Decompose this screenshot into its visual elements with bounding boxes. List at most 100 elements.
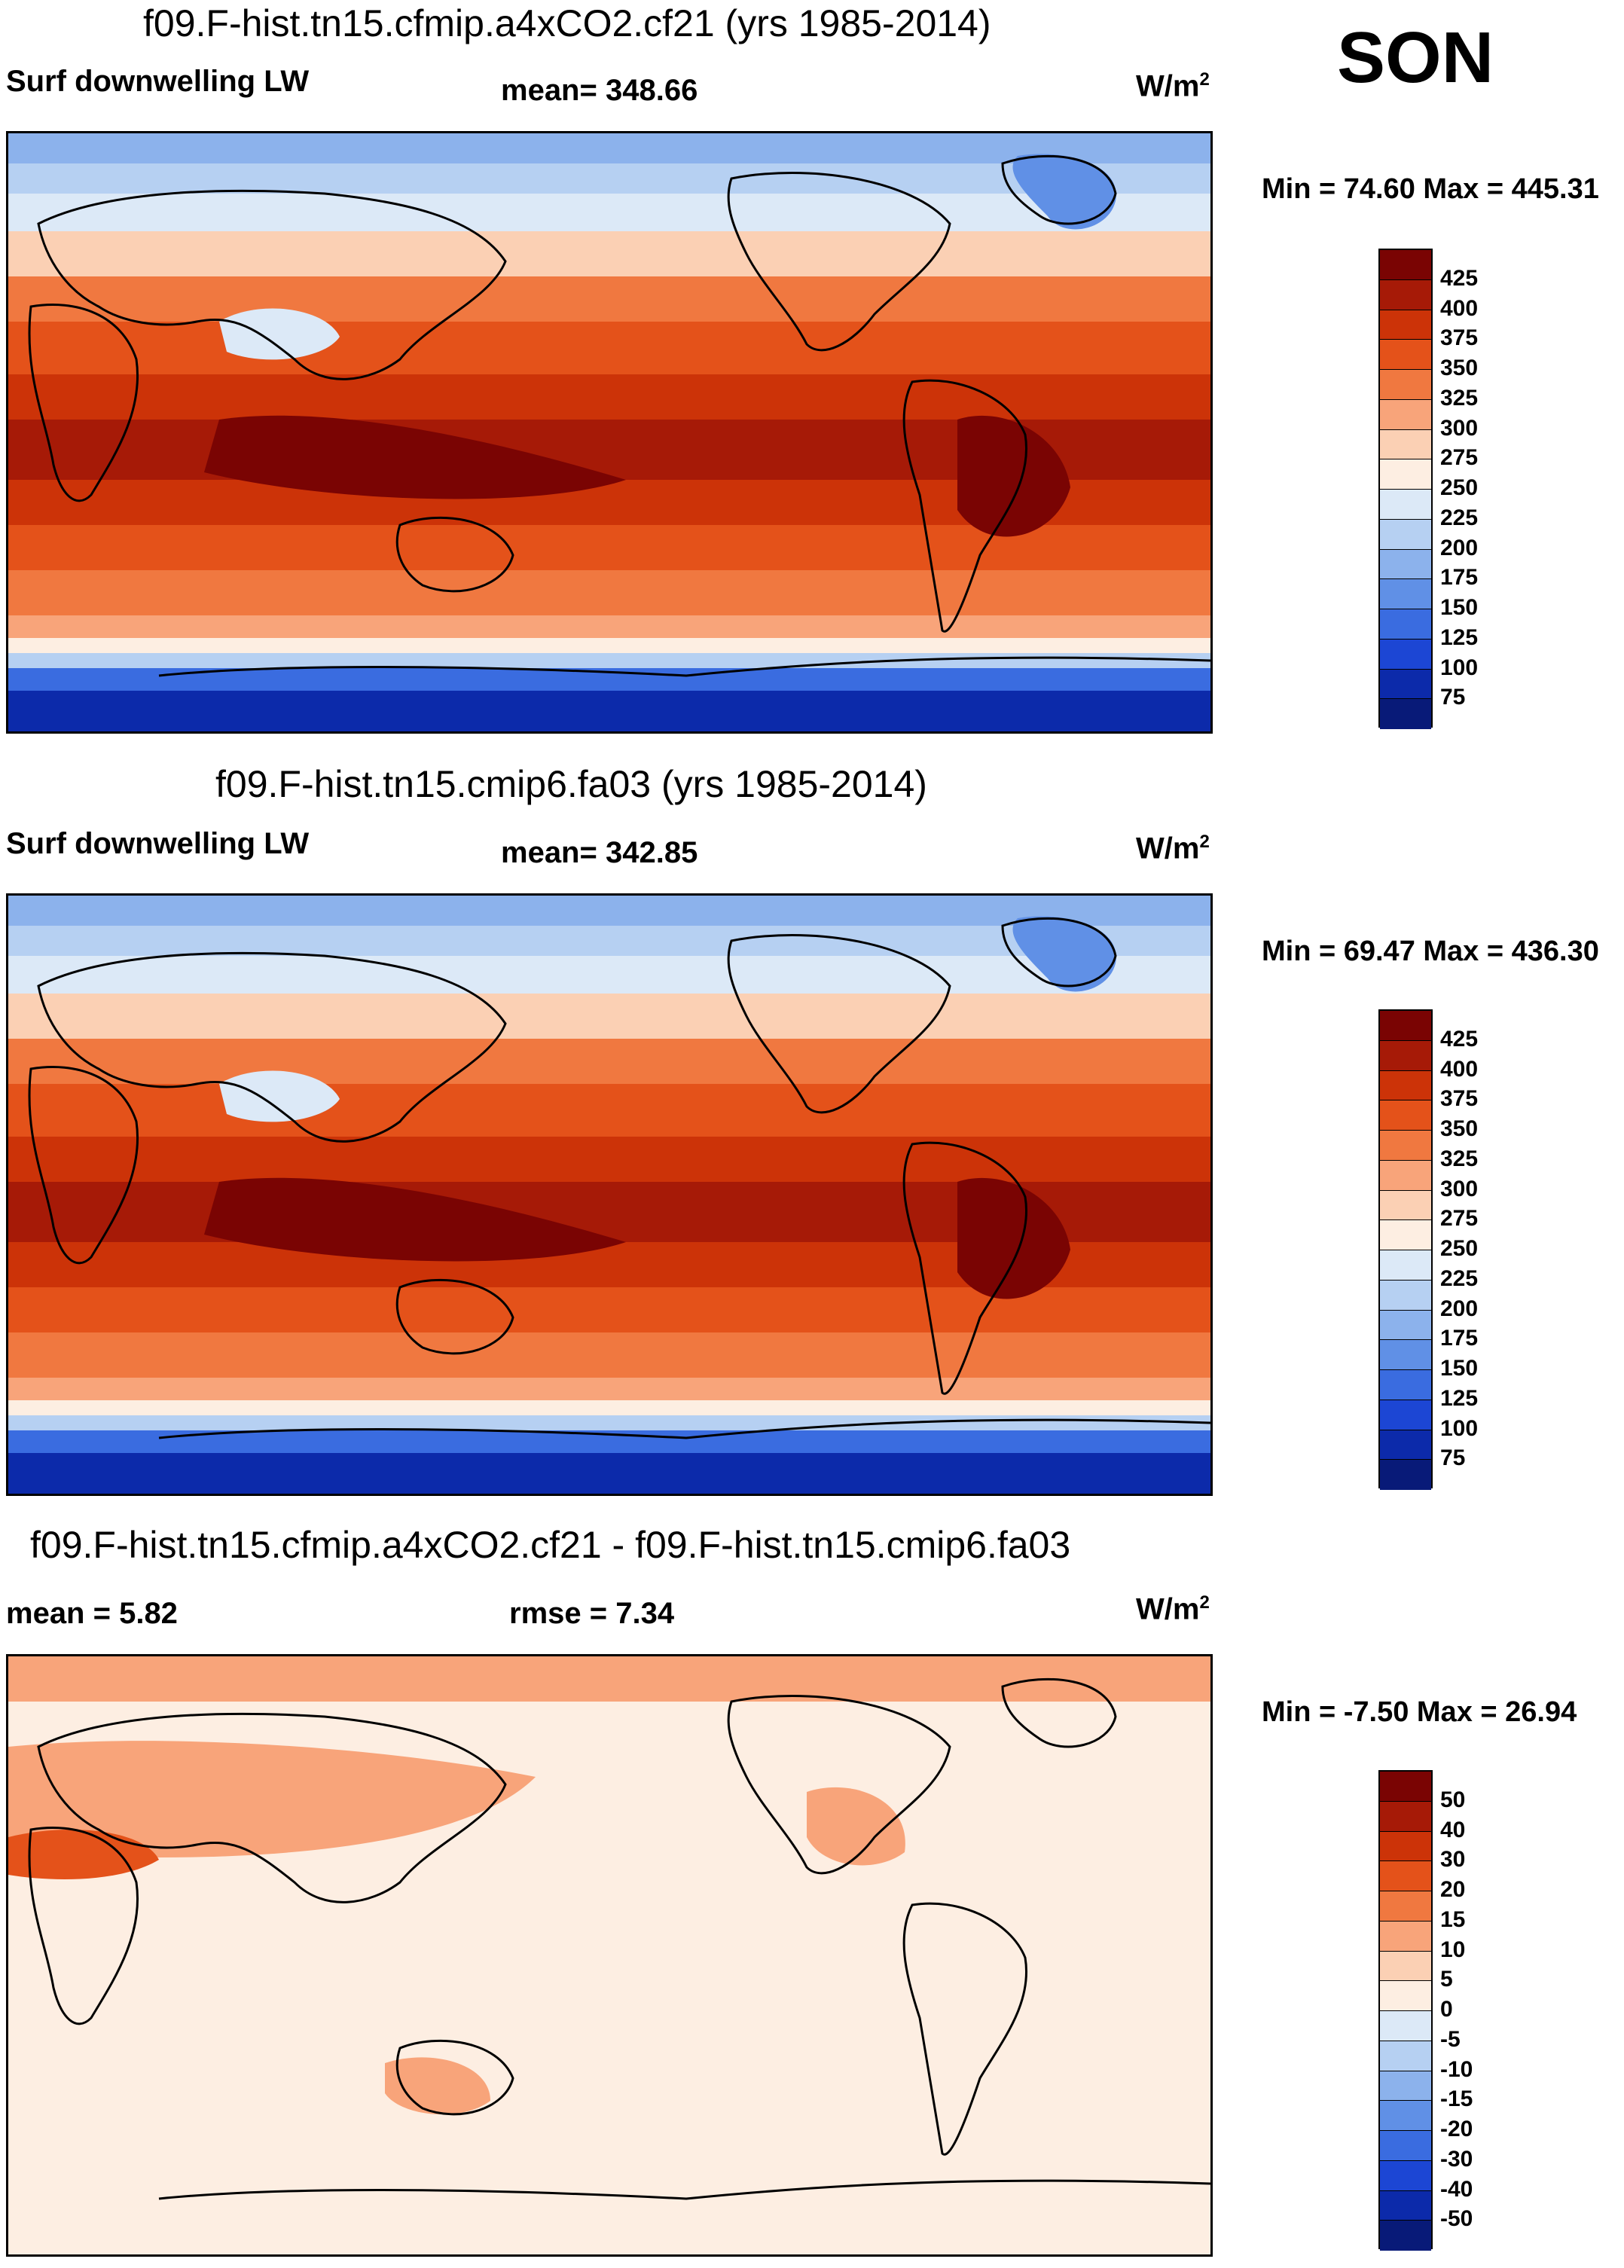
panel1-colorbar-tick-label: 175	[1440, 565, 1478, 591]
panel1-colorbar-tick-label: 200	[1440, 536, 1478, 561]
panel1-variable-label: Surf downwelling LW	[6, 65, 309, 99]
panel1-colorbar-segment	[1380, 430, 1431, 460]
panel2-colorbar	[1378, 1009, 1433, 1488]
panel1-colorbar-segment	[1380, 639, 1431, 670]
panel1-colorbar-tick-label: 375	[1440, 325, 1478, 351]
panel1-colorbar-segment	[1380, 490, 1431, 520]
panel2-map-svg	[8, 896, 1210, 1494]
panel2-colorbar-tick-label: 250	[1440, 1236, 1478, 1262]
panel2-colorbar-tick-label: 425	[1440, 1027, 1478, 1052]
panel2-colorbar-segment	[1380, 1161, 1431, 1191]
panel3-colorbar-tick-label: 20	[1440, 1877, 1465, 1903]
panel2-zonal-band	[8, 1039, 1210, 1084]
panel1-colorbar-segment	[1380, 370, 1431, 400]
panel1-colorbar-tick-label: 75	[1440, 685, 1465, 710]
panel1-zonal-band	[8, 322, 1210, 374]
panel3-colorbar-segment	[1380, 2191, 1431, 2221]
panel2-colorbar-tick-label: 375	[1440, 1086, 1478, 1112]
panel2-colorbar-segment	[1380, 1460, 1431, 1490]
panel3-colorbar-segment	[1380, 1861, 1431, 1891]
panel1-colorbar-tick-label: 400	[1440, 296, 1478, 322]
panel1-mean-label: mean= 348.66	[501, 74, 698, 108]
panel2-colorbar-tick-label: 75	[1440, 1445, 1465, 1471]
panel3-colorbar-segment	[1380, 1922, 1431, 1952]
panel2-zonal-band	[8, 1415, 1210, 1430]
panel1-zonal-band	[8, 653, 1210, 668]
panel3-colorbar-segment	[1380, 1891, 1431, 1922]
panel2-minmax: Min = 69.47 Max = 436.30	[1262, 936, 1599, 968]
panel3-colorbar-segment	[1380, 2131, 1431, 2161]
panel2-colorbar-tick-label: 175	[1440, 1326, 1478, 1351]
panel2-zonal-band	[8, 1378, 1210, 1400]
panel1-units: W/m2	[1136, 69, 1210, 103]
panel3-map-svg	[8, 1656, 1210, 2254]
panel1-map-svg	[8, 133, 1210, 731]
panel1-colorbar-tick-label: 250	[1440, 475, 1478, 501]
panel1-colorbar-tick-label: 325	[1440, 386, 1478, 411]
panel1-colorbar-tick-label: 225	[1440, 505, 1478, 531]
panel3-colorbar-tick-label: -20	[1440, 2117, 1473, 2142]
panel1-zonal-band	[8, 691, 1210, 731]
panel2-colorbar-tick-label: 125	[1440, 1386, 1478, 1412]
panel3-rmse-label: rmse = 7.34	[509, 1597, 674, 1631]
panel1-colorbar-segment	[1380, 550, 1431, 580]
panel3-colorbar-tick-label: 0	[1440, 1997, 1453, 2022]
panel3-colorbar-tick-label: 40	[1440, 1818, 1465, 1843]
panel2-colorbar-segment	[1380, 1281, 1431, 1311]
panel3-colorbar-tick-label: 15	[1440, 1907, 1465, 1933]
panel3-title: f09.F-hist.tn15.cfmip.a4xCO2.cf21 - f09.…	[30, 1523, 1070, 1567]
panel1-colorbar-tick-label: 425	[1440, 266, 1478, 292]
panel3-colorbar-segment	[1380, 1772, 1431, 1802]
panel2-colorbar-segment	[1380, 1071, 1431, 1101]
panel1-zonal-band	[8, 638, 1210, 653]
panel1-colorbar-segment	[1380, 520, 1431, 550]
panel2-colorbar-tick-label: 150	[1440, 1356, 1478, 1381]
panel2-colorbar-segment	[1380, 1370, 1431, 1400]
panel2-variable-label: Surf downwelling LW	[6, 827, 309, 861]
panel2-colorbar-segment	[1380, 1430, 1431, 1461]
panel3-colorbar-tick-label: 30	[1440, 1847, 1465, 1873]
panel3-colorbar-segment	[1380, 1832, 1431, 1862]
panel3-colorbar-tick-label: 10	[1440, 1937, 1465, 1963]
panel2-map	[6, 893, 1213, 1496]
panel1-colorbar-segment	[1380, 609, 1431, 639]
season-label: SON	[1337, 17, 1494, 99]
panel1-colorbar-tick-label: 275	[1440, 445, 1478, 471]
panel1-colorbar-segment	[1380, 579, 1431, 609]
panel3-map	[6, 1654, 1213, 2257]
panel1-colorbar-segment	[1380, 699, 1431, 729]
panel1-colorbar-segment	[1380, 310, 1431, 340]
panel2-zonal-band	[8, 1400, 1210, 1415]
panel1-minmax: Min = 74.60 Max = 445.31	[1262, 173, 1599, 206]
panel1-zonal-band	[8, 194, 1210, 231]
panel1-colorbar-segment	[1380, 400, 1431, 430]
panel1-zonal-band	[8, 570, 1210, 615]
panel1-colorbar	[1378, 249, 1433, 728]
panel1-map	[6, 131, 1213, 734]
panel2-colorbar-tick-label: 300	[1440, 1177, 1478, 1202]
panel3-colorbar-tick-label: -50	[1440, 2206, 1473, 2232]
panel3-colorbar-tick-label: 5	[1440, 1967, 1453, 1992]
panel3-colorbar-tick-label: 50	[1440, 1787, 1465, 1813]
panel1-colorbar-segment	[1380, 340, 1431, 370]
panel3-colorbar-segment	[1380, 1952, 1431, 1982]
panel3-colorbar-segment	[1380, 2071, 1431, 2102]
panel3-colorbar-tick-label: -10	[1440, 2057, 1473, 2083]
panel1-colorbar-segment	[1380, 670, 1431, 700]
panel3-colorbar-tick-label: -40	[1440, 2177, 1473, 2202]
panel2-zonal-band	[8, 956, 1210, 994]
panel2-colorbar-segment	[1380, 1131, 1431, 1161]
panel3-colorbar-tick-label: -15	[1440, 2086, 1473, 2112]
panel2-colorbar-tick-label: 325	[1440, 1146, 1478, 1172]
panel1-colorbar-segment	[1380, 459, 1431, 490]
panel2-colorbar-segment	[1380, 1011, 1431, 1041]
panel2-units: W/m2	[1136, 832, 1210, 865]
panel1-zonal-band	[8, 374, 1210, 420]
panel2-colorbar-tick-label: 275	[1440, 1206, 1478, 1232]
panel3-colorbar	[1378, 1770, 1433, 2249]
panel2-colorbar-tick-label: 100	[1440, 1416, 1478, 1442]
panel2-title: f09.F-hist.tn15.cmip6.fa03 (yrs 1985-201…	[215, 762, 927, 806]
panel2-colorbar-segment	[1380, 1100, 1431, 1131]
panel2-colorbar-segment	[1380, 1191, 1431, 1221]
panel3-colorbar-segment	[1380, 2101, 1431, 2131]
